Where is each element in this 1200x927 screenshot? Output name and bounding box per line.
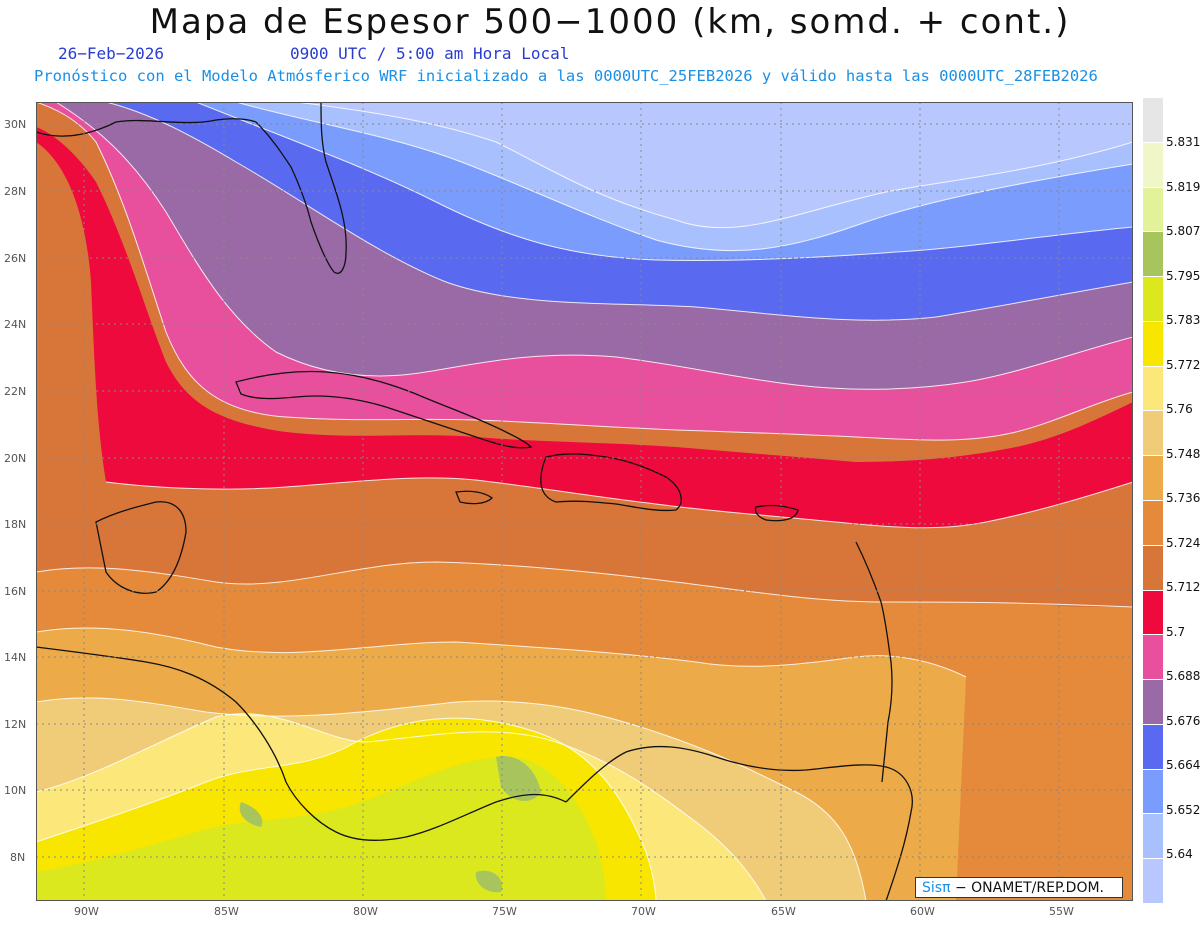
lat-label: 24N (4, 318, 27, 331)
legend-label: 5.652 (1166, 803, 1200, 817)
lat-label: 18N (4, 518, 27, 531)
legend-swatch (1143, 98, 1163, 143)
legend-label: 5.76 (1166, 402, 1193, 416)
hispaniola-coast (540, 453, 682, 512)
legend-swatch (1143, 277, 1163, 322)
forecast-date: 26−Feb−2026 (58, 44, 164, 63)
legend-swatch (1143, 411, 1163, 457)
lon-label: 55W (1049, 905, 1074, 918)
legend-swatch (1143, 501, 1163, 546)
graticule (36, 102, 1133, 901)
legend-swatch (1143, 545, 1163, 591)
band-red (36, 127, 1133, 528)
credit-box: Sisπ − ONAMET/REP.DOM. (915, 877, 1123, 898)
map-canvas (36, 102, 1133, 901)
lat-label: 12N (4, 718, 27, 731)
legend-label: 5.748 (1166, 447, 1200, 461)
legend-swatch (1143, 366, 1163, 412)
credit-brand: Sisπ (922, 880, 951, 896)
band-light-blue (36, 102, 1133, 228)
lat-label: 30N (4, 118, 27, 131)
lat-label: 26N (4, 252, 27, 265)
thickness-map (36, 102, 1133, 901)
band-pale-blue (36, 102, 1133, 251)
legend-swatch (1143, 456, 1163, 501)
legend-label: 5.783 (1166, 313, 1200, 327)
florida-coast (255, 102, 347, 274)
lat-label: 28N (4, 185, 27, 198)
forecast-time: 0900 UTC / 5:00 am Hora Local (290, 44, 570, 63)
band-green (239, 756, 542, 893)
lat-label: 10N (4, 784, 27, 797)
lat-label: 14N (4, 651, 27, 664)
legend-label: 5.676 (1166, 714, 1200, 728)
band-lime (36, 756, 606, 901)
lon-label: 90W (74, 905, 99, 918)
yucatan-coast (95, 501, 187, 594)
legend-swatch (1143, 142, 1163, 188)
legend-label: 5.664 (1166, 758, 1200, 772)
band-mid-blue (36, 102, 1133, 261)
contour-lines (36, 102, 1133, 901)
legend-label: 5.688 (1166, 669, 1200, 683)
coastlines (36, 102, 913, 901)
legend-label: 5.7 (1166, 625, 1186, 639)
lon-label: 70W (631, 905, 656, 918)
map-title: Mapa de Espesor 500−1000 (km, somd. + co… (149, 2, 1071, 42)
legend-label: 5.795 (1166, 269, 1200, 283)
south-america-coast (565, 745, 913, 901)
jamaica-coast (455, 490, 493, 505)
legend-label: 5.736 (1166, 491, 1200, 505)
lon-label: 75W (492, 905, 517, 918)
band-pink (36, 102, 1133, 441)
legend-swatch (1143, 814, 1163, 860)
lat-label: 20N (4, 452, 27, 465)
legend-label: 5.712 (1166, 580, 1200, 594)
legend-swatch (1143, 635, 1163, 681)
lesser-antilles (855, 541, 893, 783)
legend-label: 5.807 (1166, 224, 1200, 238)
map-border (36, 102, 1133, 901)
legend-label: 5.772 (1166, 358, 1200, 372)
lon-label: 80W (353, 905, 378, 918)
lon-label: 85W (214, 905, 239, 918)
legend-label: 5.831 (1166, 135, 1200, 149)
lat-label: 16N (4, 585, 27, 598)
lon-label: 65W (771, 905, 796, 918)
legend-swatch (1143, 859, 1163, 904)
band-purple (36, 102, 1133, 390)
cuba-coast (235, 370, 533, 449)
lat-label: 8N (10, 851, 26, 864)
legend-swatch (1143, 769, 1163, 815)
legend-swatch (1143, 321, 1163, 367)
band-blue (36, 102, 1133, 321)
legend-swatch (1143, 680, 1163, 725)
legend-label: 5.819 (1166, 180, 1200, 194)
lon-label: 60W (910, 905, 935, 918)
puerto-rico-coast (754, 504, 799, 522)
legend-swatch (1143, 590, 1163, 636)
credit-org: − ONAMET/REP.DOM. (954, 880, 1105, 896)
legend-label: 5.64 (1166, 847, 1193, 861)
legend-swatch (1143, 724, 1163, 770)
central-america-coast (36, 646, 567, 841)
legend-swatch (1143, 187, 1163, 233)
model-info: Pronóstico con el Modelo Atmósferico WRF… (34, 67, 1098, 85)
legend-swatch (1143, 232, 1163, 278)
lat-label: 22N (4, 385, 27, 398)
legend-label: 5.724 (1166, 536, 1200, 550)
gulf-coast (36, 118, 257, 137)
